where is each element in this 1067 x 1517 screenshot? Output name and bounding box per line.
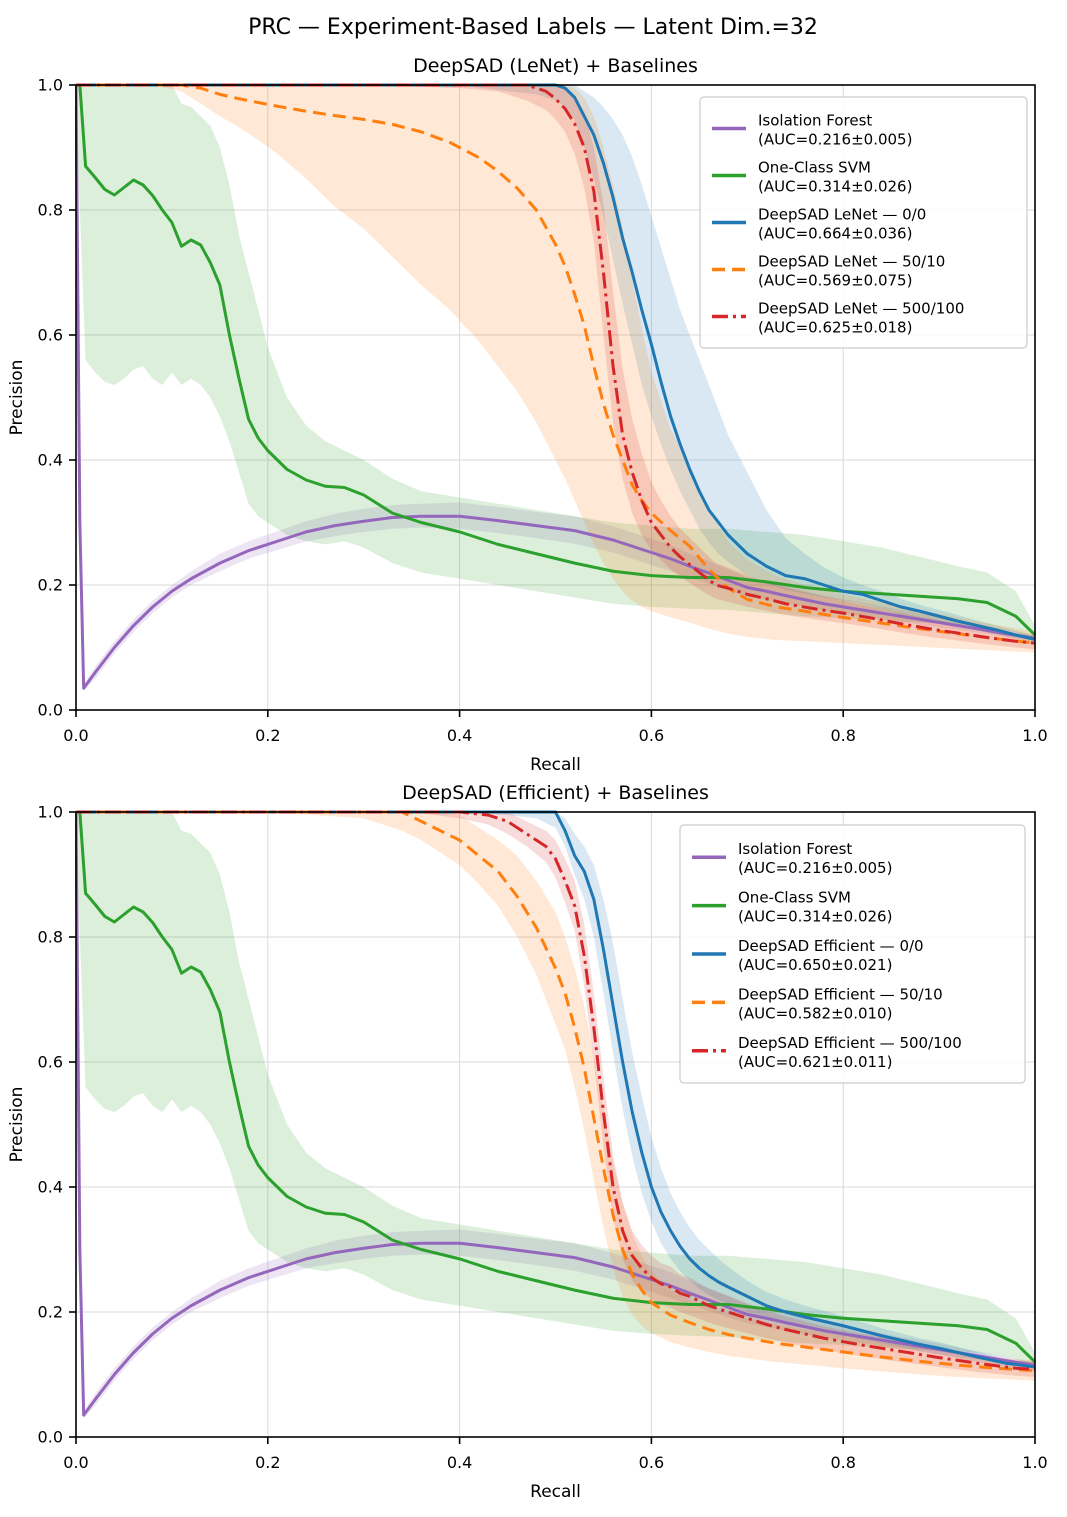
y-tick-label: 1.0 (38, 76, 63, 95)
legend-label: DeepSAD LeNet — 50/10 (758, 253, 945, 271)
series-band-one-class-svm (76, 812, 1035, 1369)
legend-label: Isolation Forest (758, 112, 872, 130)
confidence-bands (76, 85, 1035, 692)
x-tick-label: 0.4 (447, 726, 472, 745)
confidence-bands (76, 812, 1035, 1419)
y-tick-label: 0.0 (38, 701, 63, 720)
legend-entry-deepsad-lenet-0-0: DeepSAD LeNet — 0/0(AUC=0.664±0.036) (712, 206, 926, 243)
x-axis-label: Recall (530, 1482, 581, 1502)
tick-labels: 0.0 0.2 0.4 0.6 0.8 1.0 0.0 0.2 0.4 0.6 0.8 1.0 (38, 76, 1048, 745)
tick-marks (69, 84, 1036, 717)
y-tick-label: 0.0 (38, 1428, 63, 1447)
legend: Isolation Forest(AUC=0.216±0.005) One-Cla… (699, 96, 1028, 349)
y-tick-label: 0.6 (38, 1053, 63, 1072)
legend-auc-label: (AUC=0.314±0.026) (738, 908, 892, 926)
legend-auc-label: (AUC=0.621±0.011) (738, 1053, 892, 1071)
legend-auc-label: (AUC=0.569±0.075) (758, 272, 912, 290)
legend-entry-one-class-svm: One-Class SVM(AUC=0.314±0.026) (712, 159, 912, 196)
x-tick-label: 0.0 (63, 726, 88, 745)
x-tick-label: 1.0 (1022, 1453, 1047, 1472)
legend-label: Isolation Forest (738, 840, 852, 858)
legend-box (679, 824, 1026, 1084)
y-tick-label: 0.4 (38, 451, 63, 470)
legend-auc-label: (AUC=0.216±0.005) (758, 131, 912, 149)
legend-label: DeepSAD Efficient — 0/0 (738, 937, 924, 955)
y-axis-label: Precision (7, 360, 27, 436)
axes-frame (75, 811, 1036, 1438)
legend-entry-isolation-forest: Isolation Forest(AUC=0.216±0.005) (712, 112, 912, 149)
y-tick-label: 0.2 (38, 1303, 63, 1322)
axes-frame (75, 84, 1036, 711)
legend-auc-label: (AUC=0.314±0.026) (758, 178, 912, 196)
series-band-deepsad-lenet-50-10 (76, 85, 1035, 653)
legend-auc-label: (AUC=0.216±0.005) (738, 859, 892, 877)
series-line-deepsad-efficient-50-10 (76, 810, 1036, 1373)
x-tick-label: 0.6 (639, 1453, 664, 1472)
y-tick-label: 0.6 (38, 326, 63, 345)
series-line-isolation-forest (75, 84, 1036, 690)
legend-entry-deepsad-efficient-50-10: DeepSAD Efficient — 50/10(AUC=0.582±0.01… (692, 985, 943, 1022)
series-band-one-class-svm (76, 85, 1035, 642)
subplot-title: DeepSAD (LeNet) + Baselines (413, 55, 698, 77)
legend-auc-label: (AUC=0.650±0.021) (738, 956, 892, 974)
y-tick-label: 1.0 (38, 803, 63, 822)
legend-auc-label: (AUC=0.582±0.010) (738, 1004, 892, 1022)
y-tick-label: 0.4 (38, 1178, 63, 1197)
x-axis-label: Recall (530, 755, 581, 775)
x-tick-label: 0.0 (63, 1453, 88, 1472)
legend-label: DeepSAD LeNet — 500/100 (758, 300, 964, 318)
subplot-title: DeepSAD (Efficient) + Baselines (402, 782, 709, 804)
legend-label: One-Class SVM (758, 159, 871, 177)
chart-deepsad-efficient: 0.0 0.2 0.4 0.6 0.8 1.0 0.0 0.2 0.4 0.6 0.8 1.0 Deep… (7, 782, 1048, 1502)
legend-entry-deepsad-efficient-0-0: DeepSAD Efficient — 0/0(AUC=0.650±0.021) (692, 937, 924, 974)
x-tick-label: 0.2 (255, 1453, 280, 1472)
legend-entry-one-class-svm: One-Class SVM(AUC=0.314±0.026) (692, 889, 892, 926)
legend-label: DeepSAD Efficient — 500/100 (738, 1034, 962, 1052)
series-line-one-class-svm (76, 83, 1036, 637)
series-line-deepsad-lenet-50-10 (76, 83, 1036, 645)
y-axis-label: Precision (7, 1087, 27, 1163)
tick-labels: 0.0 0.2 0.4 0.6 0.8 1.0 0.0 0.2 0.4 0.6 0.8 1.0 (38, 803, 1048, 1472)
y-tick-label: 0.8 (38, 928, 63, 947)
x-tick-label: 0.6 (639, 726, 664, 745)
legend-label: One-Class SVM (738, 889, 851, 907)
legend-entry-deepsad-lenet-500-100: DeepSAD LeNet — 500/100(AUC=0.625±0.018) (712, 300, 964, 337)
legend-auc-label: (AUC=0.625±0.018) (758, 319, 912, 337)
legend-entry-deepsad-lenet-50-10: DeepSAD LeNet — 50/10(AUC=0.569±0.075) (712, 253, 945, 290)
legend-label: DeepSAD LeNet — 0/0 (758, 206, 926, 224)
legend: Isolation Forest(AUC=0.216±0.005) One-Cla… (679, 824, 1026, 1084)
chart-deepsad-lenet: 0.0 0.2 0.4 0.6 0.8 1.0 0.0 0.2 0.4 0.6 0.8 1.0 Deep… (7, 55, 1048, 775)
y-tick-label: 0.8 (38, 201, 63, 220)
series-band-deepsad-efficient-50-10 (76, 812, 1035, 1381)
x-tick-label: 0.8 (830, 1453, 855, 1472)
x-tick-label: 1.0 (1022, 726, 1047, 745)
series-line-isolation-forest (75, 811, 1036, 1417)
x-tick-label: 0.4 (447, 1453, 472, 1472)
figure-title: PRC — Experiment-Based Labels — Latent D… (248, 15, 818, 40)
legend-entry-isolation-forest: Isolation Forest(AUC=0.216±0.005) (692, 840, 892, 877)
series-line-deepsad-efficient-500-100 (76, 810, 1036, 1371)
legend-box (699, 96, 1028, 349)
legend-entry-deepsad-efficient-500-100: DeepSAD Efficient — 500/100(AUC=0.621±0.… (692, 1034, 962, 1071)
y-tick-label: 0.2 (38, 576, 63, 595)
legend-auc-label: (AUC=0.664±0.036) (758, 225, 912, 243)
tick-marks (69, 811, 1036, 1444)
legend-label: DeepSAD Efficient — 50/10 (738, 985, 943, 1003)
x-tick-label: 0.2 (255, 726, 280, 745)
x-tick-label: 0.8 (830, 726, 855, 745)
